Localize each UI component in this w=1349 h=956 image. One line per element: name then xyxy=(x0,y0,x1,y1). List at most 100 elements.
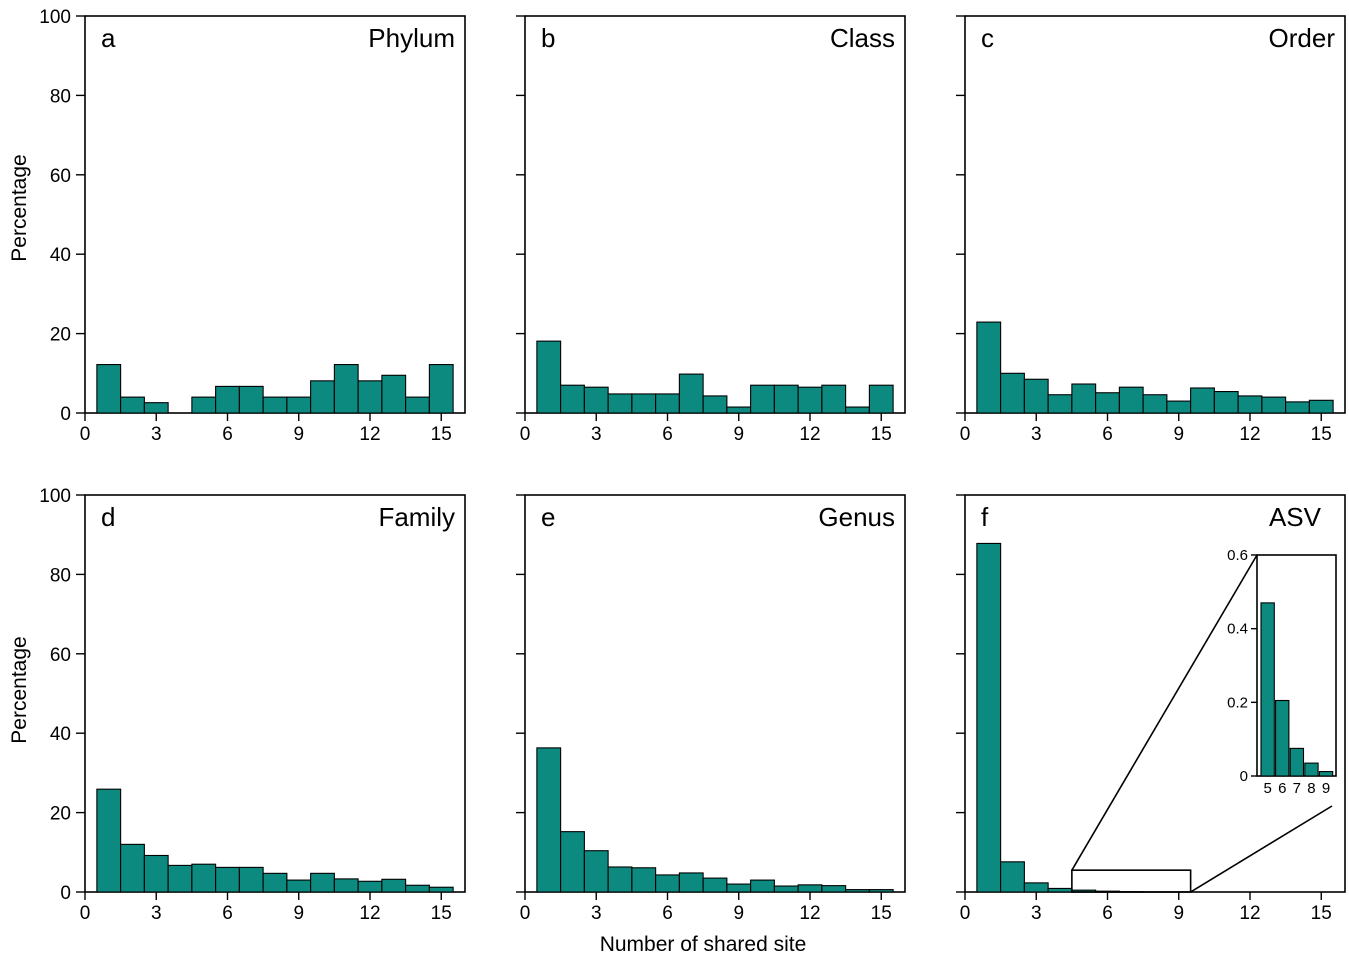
bar-c-14 xyxy=(1285,401,1310,414)
bar-b-3 xyxy=(583,386,609,414)
xtick-label-d-3: 3 xyxy=(151,903,162,924)
inset-xtick-label-5: 5 xyxy=(1263,780,1271,797)
panel-b-frame xyxy=(524,15,906,414)
inset-bar-7 xyxy=(1289,747,1305,777)
panel-title-d: Family xyxy=(378,502,455,532)
bar-e-3 xyxy=(583,850,609,893)
bar-e-10 xyxy=(750,879,775,893)
bar-e-7 xyxy=(678,872,704,893)
bar-c-1 xyxy=(976,321,1002,414)
panel-letter-c: c xyxy=(981,23,994,53)
bar-e-4 xyxy=(607,866,633,893)
panel-a: 0 20 40 60 80 100 0 3 6 9 12 15 a Phylum xyxy=(39,7,466,445)
x-axis-title: Number of shared site xyxy=(600,933,807,956)
bar-d-1 xyxy=(96,788,122,893)
xtick-label-c-0: 0 xyxy=(960,424,971,445)
bar-c-4 xyxy=(1047,394,1073,414)
zoom-connector-bottom xyxy=(1190,805,1333,893)
xtick-label-f-0: 0 xyxy=(960,903,971,924)
inset-xtick-label-9: 9 xyxy=(1322,780,1330,797)
ytick-label-a-40: 40 xyxy=(50,245,71,266)
bar-a-9 xyxy=(286,396,312,414)
bar-b-7 xyxy=(678,373,704,414)
bar-b-1 xyxy=(536,340,562,414)
ytick-label-a-80: 80 xyxy=(50,86,71,107)
bar-b-9 xyxy=(726,406,752,414)
bar-e-9 xyxy=(726,883,752,893)
ytick-label-d-20: 20 xyxy=(50,804,71,825)
bar-b-13 xyxy=(821,384,847,414)
xtick-label-f-9: 9 xyxy=(1173,903,1184,924)
inset-bar-6 xyxy=(1275,699,1290,777)
panel-c: 0 3 6 9 12 15 c Order xyxy=(956,15,1346,445)
bar-e-14 xyxy=(845,889,870,893)
xtick-label-b-9: 9 xyxy=(733,424,744,445)
ytick-label-d-60: 60 xyxy=(50,645,71,666)
zoom-box xyxy=(1071,869,1192,893)
xtick-label-a-12: 12 xyxy=(359,424,380,445)
bar-c-8 xyxy=(1142,394,1168,414)
bar-c-6 xyxy=(1095,392,1120,414)
bar-a-3 xyxy=(143,402,169,414)
bar-a-7 xyxy=(238,385,264,414)
bar-e-5 xyxy=(631,867,657,893)
bar-d-2 xyxy=(120,843,145,893)
panel-d: 0 20 40 60 80 100 0 3 6 9 12 15 d Family xyxy=(39,486,466,924)
xtick-label-c-3: 3 xyxy=(1031,424,1042,445)
bar-a-10 xyxy=(310,380,335,414)
panel-e: 0 3 6 9 12 15 e Genus xyxy=(516,494,906,924)
xtick-label-d-15: 15 xyxy=(431,903,452,924)
xtick-label-b-15: 15 xyxy=(871,424,892,445)
xtick-label-c-9: 9 xyxy=(1173,424,1184,445)
inset-chart: 5 6 7 8 9 0 0.2 0.4 0.6 xyxy=(1227,547,1337,797)
inset-bar-9 xyxy=(1318,771,1334,777)
bar-b-15 xyxy=(868,384,894,414)
xtick-label-b-0: 0 xyxy=(520,424,531,445)
bar-c-3 xyxy=(1023,378,1049,414)
inset-ytick-label-1: 0.2 xyxy=(1227,694,1248,711)
bar-d-4 xyxy=(167,864,193,893)
xtick-label-c-12: 12 xyxy=(1239,424,1260,445)
bar-b-12 xyxy=(797,386,823,414)
bar-d-3 xyxy=(143,854,169,893)
xtick-label-e-3: 3 xyxy=(591,903,602,924)
inset-ytick-label-2: 0.4 xyxy=(1227,621,1248,638)
ytick-label-a-60: 60 xyxy=(50,166,71,187)
bar-e-8 xyxy=(702,877,728,893)
xtick-label-a-15: 15 xyxy=(431,424,452,445)
xtick-label-f-15: 15 xyxy=(1311,903,1332,924)
bar-c-15 xyxy=(1308,399,1334,414)
bar-c-2 xyxy=(1000,372,1025,414)
bar-b-8 xyxy=(702,395,728,414)
bar-d-11 xyxy=(333,878,359,893)
xtick-label-e-12: 12 xyxy=(799,903,820,924)
ytick-label-d-40: 40 xyxy=(50,724,71,745)
panel-letter-a: a xyxy=(101,23,116,53)
xtick-label-a-0: 0 xyxy=(80,424,91,445)
bar-a-1 xyxy=(96,364,122,414)
ytick-label-d-80: 80 xyxy=(50,565,71,586)
bar-f-2 xyxy=(1000,861,1025,893)
xtick-label-d-6: 6 xyxy=(222,903,233,924)
bar-d-10 xyxy=(310,872,335,893)
bar-d-9 xyxy=(286,879,312,893)
bar-c-9 xyxy=(1166,400,1192,414)
bar-d-7 xyxy=(238,866,264,893)
xtick-label-a-3: 3 xyxy=(151,424,162,445)
bar-a-14 xyxy=(405,396,430,414)
y-axis-title-bottom: Percentage xyxy=(8,636,31,743)
bar-d-13 xyxy=(381,878,407,893)
bar-e-6 xyxy=(655,874,680,893)
xtick-label-b-6: 6 xyxy=(662,424,673,445)
inset-ytick-label-3: 0.6 xyxy=(1227,547,1248,564)
ytick-label-a-0: 0 xyxy=(60,404,71,425)
bar-a-12 xyxy=(357,380,383,414)
xtick-label-e-15: 15 xyxy=(871,903,892,924)
bar-d-5 xyxy=(191,863,217,893)
xtick-label-e-6: 6 xyxy=(662,903,673,924)
bar-a-11 xyxy=(333,364,359,414)
xtick-label-c-6: 6 xyxy=(1102,424,1113,445)
bar-e-2 xyxy=(560,831,585,893)
